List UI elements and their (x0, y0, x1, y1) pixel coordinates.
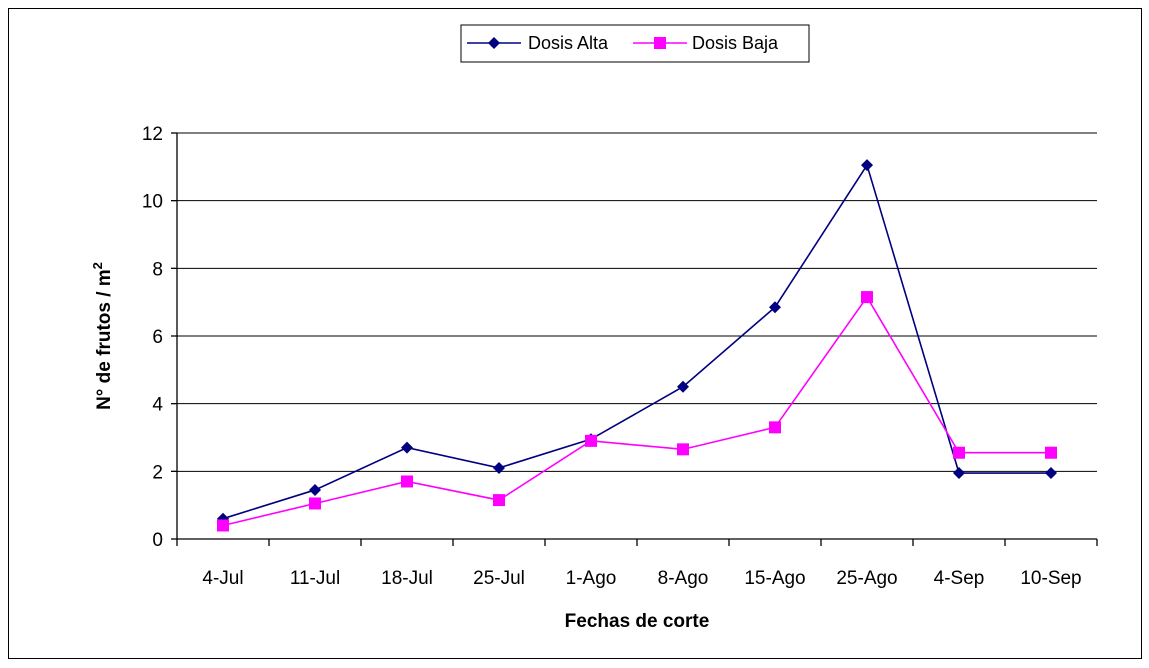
legend-label-dosis-baja: Dosis Baja (692, 33, 779, 53)
data-point-dosis-alta (861, 159, 873, 172)
y-tick-label: 10 (142, 192, 163, 213)
series-line-dosis-alta (222, 163, 1051, 520)
x-tick-label: 25-Jul (473, 568, 525, 589)
legend-item-dosis-alta: Dosis Alta (467, 33, 609, 53)
x-tick-label: 1-Ago (566, 568, 617, 589)
data-point-dosis-baja (493, 494, 505, 507)
legend-marker-dosis-alta (488, 37, 500, 49)
x-tick-label: 4-Sep (934, 568, 985, 589)
x-axis-ticks: 4-Jul 11-Jul 18-Jul 25-Jul 1-Ago 8-Ago 15-Ago 2… (176, 539, 1098, 589)
x-tick-label: 10-Sep (1020, 568, 1081, 589)
data-point-dosis-alta (1045, 467, 1057, 480)
chart-frame (8, 8, 1142, 659)
data-point-dosis-baja (861, 291, 873, 304)
series-line-dosis-baja (222, 295, 1051, 527)
x-tick-label: 4-Jul (202, 568, 243, 589)
data-point-dosis-baja (401, 475, 413, 488)
x-tick-label: 8-Ago (658, 568, 709, 589)
series-dosis-baja (217, 291, 1057, 532)
y-tick-label: 8 (152, 259, 163, 280)
x-axis-title: Fechas de corte (565, 611, 710, 632)
legend-item-dosis-baja: Dosis Baja (633, 33, 779, 53)
data-point-dosis-alta (401, 441, 413, 454)
y-axis-title-superscript: 2 (90, 262, 105, 269)
y-axis-title: N° de frutos / m2 (90, 262, 115, 410)
data-point-dosis-alta (953, 467, 965, 480)
y-tick-label: 4 (152, 395, 163, 416)
data-point-dosis-alta (769, 301, 781, 314)
x-tick-label: 11-Jul (290, 568, 340, 589)
y-tick-label: 2 (152, 462, 163, 483)
x-tick-label: 15-Ago (744, 568, 805, 589)
series-dosis-alta (217, 159, 1057, 525)
y-tick-label: 12 (142, 124, 163, 145)
data-point-dosis-baja (217, 519, 229, 532)
legend: Dosis Alta Dosis Baja (460, 24, 810, 63)
y-axis-ticks: 0 2 4 6 8 10 12 (142, 124, 177, 551)
data-point-dosis-baja (953, 446, 965, 459)
data-point-dosis-baja (1045, 446, 1057, 459)
data-point-dosis-baja (769, 421, 781, 434)
x-tick-label: 25-Ago (836, 568, 897, 589)
y-tick-label: 6 (152, 327, 163, 348)
y-tick-label: 0 (152, 530, 163, 551)
x-tick-label: 18-Jul (381, 568, 433, 589)
y-axis-title-main: N° de frutos / m (94, 269, 115, 410)
data-point-dosis-baja (585, 434, 597, 447)
data-point-dosis-baja (309, 497, 321, 510)
data-point-dosis-baja (677, 443, 689, 456)
legend-label-dosis-alta: Dosis Alta (528, 33, 609, 53)
data-point-dosis-alta (309, 483, 321, 496)
series-layer (217, 159, 1057, 532)
data-point-dosis-alta (677, 380, 689, 393)
legend-marker-dosis-baja (654, 37, 666, 49)
data-point-dosis-alta (493, 461, 505, 474)
gridlines (177, 132, 1097, 472)
